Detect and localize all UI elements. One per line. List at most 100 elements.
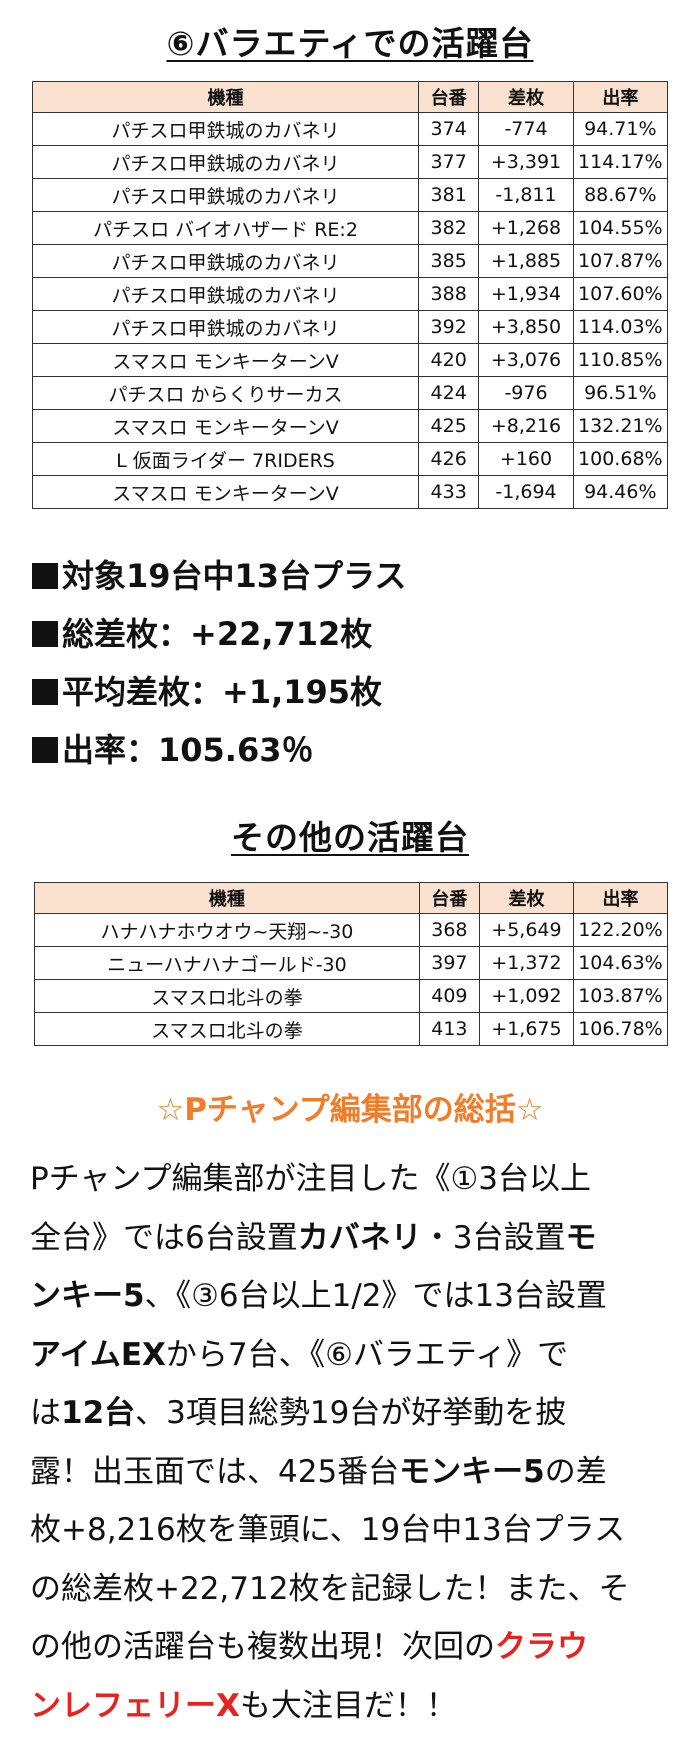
header-machine-no: 台番 [418, 882, 480, 914]
cell-rate: 103.87% [572, 979, 669, 1013]
cell-model: パチスロ甲鉄城のカバネリ [31, 310, 420, 344]
table-row: パチスロ バイオハザード RE:2 382 +1,268 104.55% [31, 211, 669, 245]
cell-diff: +1,675 [478, 1012, 574, 1046]
summary-text: ・3台設置 [421, 1219, 566, 1256]
table-row: L 仮面ライダー 7RIDERS 426 +160 100.68% [31, 442, 669, 476]
cell-rate: 114.03% [572, 310, 669, 344]
summary-line: 露！出玉面では、425番台モンキー5の差 [30, 1443, 685, 1502]
cell-diff: +8,216 [478, 409, 574, 443]
summary-line: の総差枚+22,712枚を記録した！また、そ [30, 1560, 685, 1619]
cell-machine-no: 426 [418, 442, 480, 476]
cell-model: スマスロ モンキーターンV [31, 409, 420, 443]
cell-rate: 107.60% [572, 277, 669, 311]
cell-model: パチスロ からくりサーカス [31, 376, 420, 410]
section2-table: 機種 台番 差枚 出率 ハナハナホウオウ~天翔~-30 368 +5,649 122.20%… [34, 882, 669, 1046]
cell-machine-no: 413 [418, 1012, 480, 1046]
table-row: スマスロ モンキーターンV 425 +8,216 132.21% [31, 409, 669, 443]
cell-diff: +3,391 [478, 145, 574, 179]
summary-line: 枚+8,216枚を筆頭に、19台中13台プラス [30, 1501, 685, 1560]
cell-diff: +3,076 [478, 343, 574, 377]
table-header-row: 機種 台番 差枚 出率 [34, 882, 669, 914]
summary-body: Pチャンプ編集部が注目した《①3台以上 全台》では6台設置カバネリ・3台設置モ ンキ… [30, 1150, 685, 1735]
bold-text: ンキー5 [30, 1278, 145, 1314]
summary-line: 全台》では6台設置カバネリ・3台設置モ [30, 1209, 685, 1268]
cell-rate: 104.55% [572, 211, 669, 245]
summary-line: の他の活躍台も複数出現！次回のクラウ [30, 1618, 685, 1677]
cell-machine-no: 392 [418, 310, 480, 344]
table-row: ハナハナホウオウ~天翔~-30 368 +5,649 122.20% [34, 913, 669, 947]
cell-machine-no: 409 [418, 979, 480, 1013]
header-model: 機種 [34, 882, 420, 914]
cell-rate: 106.78% [572, 1012, 669, 1046]
cell-diff: +3,850 [478, 310, 574, 344]
header-machine-no: 台番 [418, 81, 480, 113]
cell-rate: 94.46% [572, 475, 669, 509]
cell-model: パチスロ甲鉄城のカバネリ [31, 145, 420, 179]
cell-model: ニューハナハナゴールド-30 [34, 946, 420, 980]
section2-title: その他の活躍台 [231, 818, 469, 857]
cell-model: スマスロ モンキーターンV [31, 475, 420, 509]
cell-diff: -976 [478, 376, 574, 410]
summary-text: から7台、《⑥バラエティ》で [165, 1336, 569, 1373]
cell-machine-no: 381 [418, 178, 480, 212]
table-row: パチスロ甲鉄城のカバネリ 381 -1,811 88.67% [31, 178, 669, 212]
cell-machine-no: 388 [418, 277, 480, 311]
highlight-text: クラウ [495, 1629, 588, 1665]
table-row: スマスロ モンキーターンV 433 -1,694 94.46% [31, 475, 669, 509]
header-rate: 出率 [572, 81, 669, 113]
summary-line: ンキー5、《③6台以上1/2》では13台設置 [30, 1267, 685, 1326]
bold-text: モンキー5 [399, 1453, 545, 1490]
summary-text: 、3項目総勢19台が好挙動を披 [135, 1395, 567, 1431]
table-header-row: 機種 台番 差枚 出率 [31, 81, 669, 113]
stat-rate: 出率：105.63％ [32, 721, 406, 779]
cell-model: パチスロ バイオハザード RE:2 [31, 211, 420, 245]
header-diff: 差枚 [478, 882, 574, 914]
cell-rate: 88.67% [572, 178, 669, 212]
cell-machine-no: 397 [418, 946, 480, 980]
square-bullet-icon [32, 679, 58, 705]
cell-model: スマスロ北斗の拳 [34, 1012, 420, 1046]
cell-diff: +1,372 [478, 946, 574, 980]
cell-model: パチスロ甲鉄城のカバネリ [31, 244, 420, 278]
summary-line: Pチャンプ編集部が注目した《①3台以上 [30, 1150, 685, 1209]
cell-model: スマスロ北斗の拳 [34, 979, 420, 1013]
summary-text: の差 [544, 1453, 607, 1490]
highlight-text: ンレフェリーX [30, 1687, 240, 1724]
square-bullet-icon [32, 737, 58, 763]
cell-model: L 仮面ライダー 7RIDERS [31, 442, 420, 476]
cell-machine-no: 374 [418, 112, 480, 146]
cell-rate: 107.87% [572, 244, 669, 278]
header-model: 機種 [31, 81, 420, 113]
cell-model: パチスロ甲鉄城のカバネリ [31, 277, 420, 311]
table-row: スマスロ北斗の拳 409 +1,092 103.87% [34, 979, 669, 1013]
cell-rate: 110.85% [572, 343, 669, 377]
cell-diff: +1,934 [478, 277, 574, 311]
header-rate: 出率 [572, 882, 669, 914]
table-row: パチスロ甲鉄城のカバネリ 388 +1,934 107.60% [31, 277, 669, 311]
table-row: ニューハナハナゴールド-30 397 +1,372 104.63% [34, 946, 669, 980]
cell-diff: +1,092 [478, 979, 574, 1013]
summary-text: Pチャンプ編集部が注目した《①3台以上 [30, 1161, 591, 1197]
summary-text: も大注目だ！！ [239, 1687, 457, 1724]
header-diff: 差枚 [478, 81, 574, 113]
cell-machine-no: 424 [418, 376, 480, 410]
cell-machine-no: 368 [418, 913, 480, 947]
section1-table: 機種 台番 差枚 出率 パチスロ甲鉄城のカバネリ 374 -774 94.71% パチスロ甲鉄… [31, 81, 669, 509]
cell-machine-no: 385 [418, 244, 480, 278]
bold-text: カバネリ [297, 1219, 422, 1256]
cell-diff: +5,649 [478, 913, 574, 947]
summary-line: アイムEXから7台、《⑥バラエティ》で [30, 1326, 685, 1385]
summary-line: は12台、3項目総勢19台が好挙動を披 [30, 1384, 685, 1443]
cell-diff: +1,885 [478, 244, 574, 278]
cell-machine-no: 420 [418, 343, 480, 377]
cell-rate: 114.17% [572, 145, 669, 179]
stat-target: 対象19台中13台プラス [32, 547, 406, 605]
cell-rate: 122.20% [572, 913, 669, 947]
cell-model: パチスロ甲鉄城のカバネリ [31, 178, 420, 212]
cell-model: ハナハナホウオウ~天翔~-30 [34, 913, 420, 947]
summary-text: 、《③6台以上1/2》では13台設置 [144, 1278, 607, 1314]
summary-text: 全台》では6台設置 [30, 1219, 298, 1256]
cell-diff: +1,268 [478, 211, 574, 245]
cell-machine-no: 433 [418, 475, 480, 509]
table-row: パチスロ甲鉄城のカバネリ 392 +3,850 114.03% [31, 310, 669, 344]
